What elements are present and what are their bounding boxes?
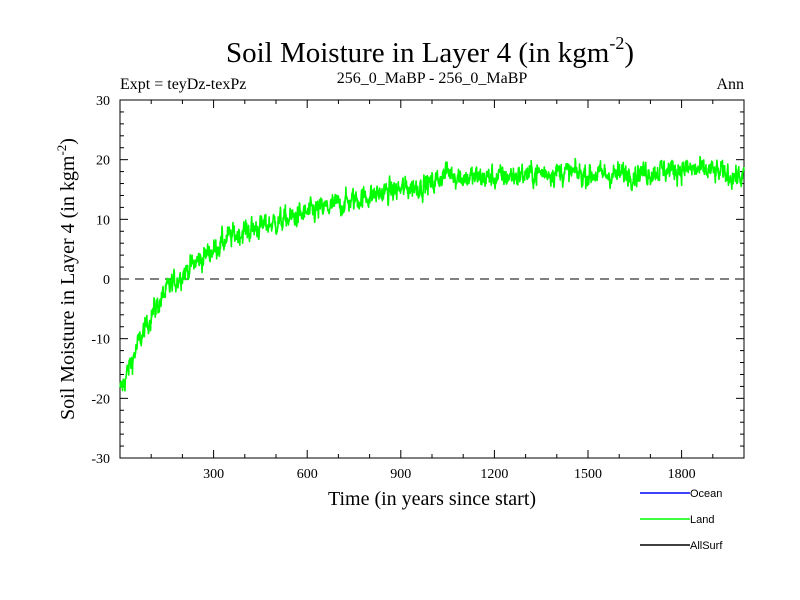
x-axis-label: Time (in years since start) <box>328 488 536 510</box>
y-tick-label: 20 <box>96 154 110 169</box>
y-tick-label: 10 <box>96 213 110 228</box>
chart-title-close: ) <box>624 37 634 69</box>
chart-title-main: Soil Moisture in Layer 4 (in kgm <box>226 37 610 69</box>
subtitle-center: 256_0_MaBP - 256_0_MaBP <box>337 70 528 87</box>
y-tick-label: 30 <box>96 94 110 109</box>
y-tick-label: -10 <box>91 333 110 348</box>
subtitle-left: Expt = teyDz-texPz <box>120 76 246 93</box>
x-tick-label: 300 <box>203 467 224 482</box>
x-tick-label: 900 <box>390 467 411 482</box>
y-axis-label: Soil Moisture in Layer 4 (in kgm-2) <box>54 138 79 420</box>
subtitle-right: Ann <box>716 76 744 93</box>
legend: Ocean Land AllSurf <box>640 488 723 552</box>
y-axis-label-close: ) <box>57 138 79 145</box>
legend-label-land: Land <box>690 514 714 526</box>
x-tick-label: 1200 <box>480 467 508 482</box>
chart-title: Soil Moisture in Layer 4 (in kgm-2) <box>226 33 634 69</box>
y-tick-label: -30 <box>91 452 110 467</box>
x-tick-label: 600 <box>297 467 318 482</box>
legend-label-ocean: Ocean <box>690 488 722 500</box>
y-tick-label: -20 <box>91 392 110 407</box>
y-axis-label-main: Soil Moisture in Layer 4 (in kgm <box>57 155 79 420</box>
legend-label-allsurf: AllSurf <box>690 540 723 552</box>
x-tick-label: 1500 <box>574 467 602 482</box>
series-group <box>119 155 745 392</box>
series-line-land <box>119 155 745 392</box>
x-tick-label: 1800 <box>668 467 696 482</box>
axis-ticks: 300 600 900 1200 1500 1800 -30 -20 -10 0 10 20 30 <box>91 94 744 482</box>
chart-title-sup: -2 <box>609 33 624 53</box>
y-tick-label: 0 <box>103 273 110 288</box>
y-axis-label-sup: -2 <box>54 145 69 156</box>
